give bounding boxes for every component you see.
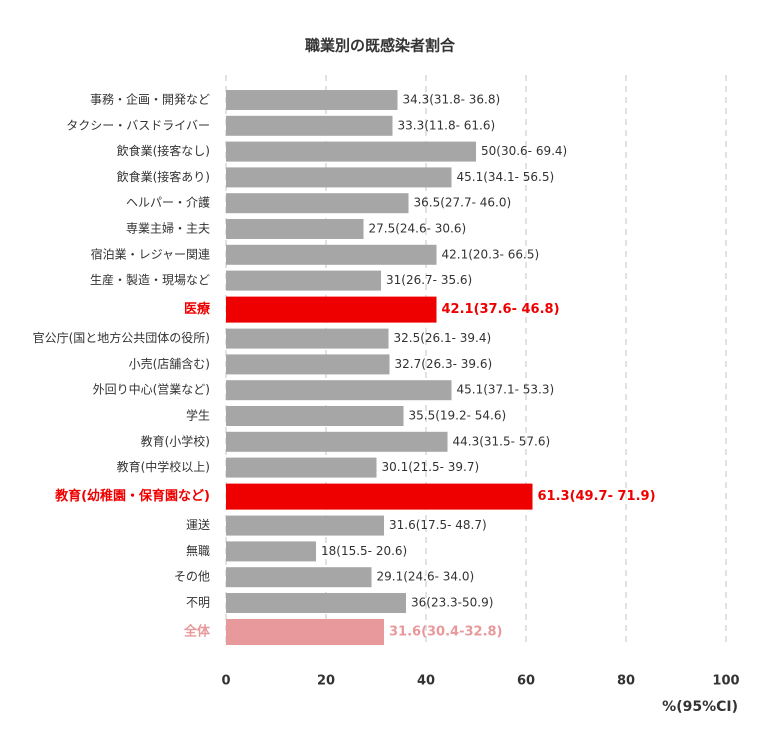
data-label: 33.3(11.8- 61.6)	[398, 118, 496, 132]
bar	[226, 270, 381, 291]
data-label: 36(23.3-50.9)	[411, 596, 493, 610]
data-label: 29.1(24.6- 34.0)	[377, 570, 475, 584]
data-label: 42.1(20.3- 66.5)	[442, 247, 540, 261]
bar	[226, 431, 448, 452]
bar	[226, 219, 364, 239]
bar	[226, 141, 476, 162]
bar	[226, 457, 377, 478]
category-label: 教育(中学校以上)	[117, 459, 210, 474]
category-label: 専業主婦・主夫	[126, 221, 210, 236]
data-label: 31(26.7- 35.6)	[386, 273, 472, 287]
x-tick-label: 20	[317, 674, 335, 689]
bar	[226, 354, 390, 375]
bar	[226, 406, 404, 426]
bar	[226, 593, 406, 613]
x-tick-label: 60	[517, 674, 535, 689]
x-tick-label: 80	[617, 674, 635, 689]
category-label: 生産・製造・現場など	[90, 272, 210, 287]
x-tick-label: 40	[417, 674, 435, 689]
category-label: 全体	[183, 624, 211, 640]
category-label: 官公庁(国と地方公共団体の役所)	[33, 330, 210, 345]
bar	[226, 380, 452, 401]
data-label: 42.1(37.6- 46.8)	[442, 302, 560, 317]
chart-title: 職業別の既感染者割合	[305, 37, 456, 55]
category-label: 小売(店舗含む)	[129, 356, 210, 371]
data-label: 27.5(24.6- 30.6)	[369, 222, 467, 236]
data-label: 31.6(30.4-32.8)	[389, 625, 503, 640]
data-label: 50(30.6- 69.4)	[481, 144, 567, 158]
data-label: 61.3(49.7- 71.9)	[538, 489, 656, 504]
bar	[226, 483, 533, 510]
bar	[226, 541, 316, 562]
category-label: 教育(小学校)	[141, 433, 210, 448]
bar	[226, 193, 409, 214]
bar	[226, 115, 393, 136]
bar	[226, 244, 437, 265]
category-label: 宿泊業・レジャー関連	[91, 246, 210, 261]
data-label: 35.5(19.2- 54.6)	[409, 409, 507, 423]
data-label: 45.1(34.1- 56.5)	[457, 170, 555, 184]
category-label: タクシー・バスドライバー	[66, 118, 210, 132]
category-label: 学生	[186, 408, 210, 423]
x-tick-label: 0	[221, 674, 230, 689]
bar	[226, 90, 398, 110]
bar	[226, 515, 384, 536]
x-tick-label: 100	[712, 674, 739, 689]
bar	[226, 167, 452, 188]
bar	[226, 619, 384, 645]
data-label: 32.5(26.1- 39.4)	[394, 331, 492, 345]
data-label: 45.1(37.1- 53.3)	[457, 383, 555, 397]
data-label: 34.3(31.8- 36.8)	[403, 93, 501, 107]
data-label: 44.3(31.5- 57.6)	[453, 434, 551, 448]
bar	[226, 567, 372, 588]
data-label: 36.5(27.7- 46.0)	[414, 196, 512, 210]
category-label: 飲食業(接客あり)	[117, 169, 210, 184]
category-label: 不明	[186, 596, 210, 610]
category-label: 飲食業(接客なし)	[117, 143, 210, 158]
category-label: 事務・企画・開発など	[90, 92, 210, 107]
bar	[226, 328, 389, 349]
category-label: 外回り中心(営業など)	[93, 382, 210, 397]
category-label: その他	[174, 570, 210, 584]
category-label: 運送	[186, 517, 210, 532]
category-label: 教育(幼稚園・保育園など)	[54, 488, 210, 504]
data-label: 30.1(21.5- 39.7)	[382, 460, 480, 474]
category-label: 無職	[186, 543, 210, 558]
category-label: ヘルパー・介護	[126, 195, 210, 210]
category-label: 医療	[184, 301, 211, 317]
data-label: 31.6(17.5- 48.7)	[389, 518, 487, 532]
data-label: 32.7(26.3- 39.6)	[395, 357, 493, 371]
data-label: 18(15.5- 20.6)	[321, 544, 407, 558]
bar	[226, 296, 437, 323]
x-axis-label: %(95%CI)	[662, 699, 738, 715]
